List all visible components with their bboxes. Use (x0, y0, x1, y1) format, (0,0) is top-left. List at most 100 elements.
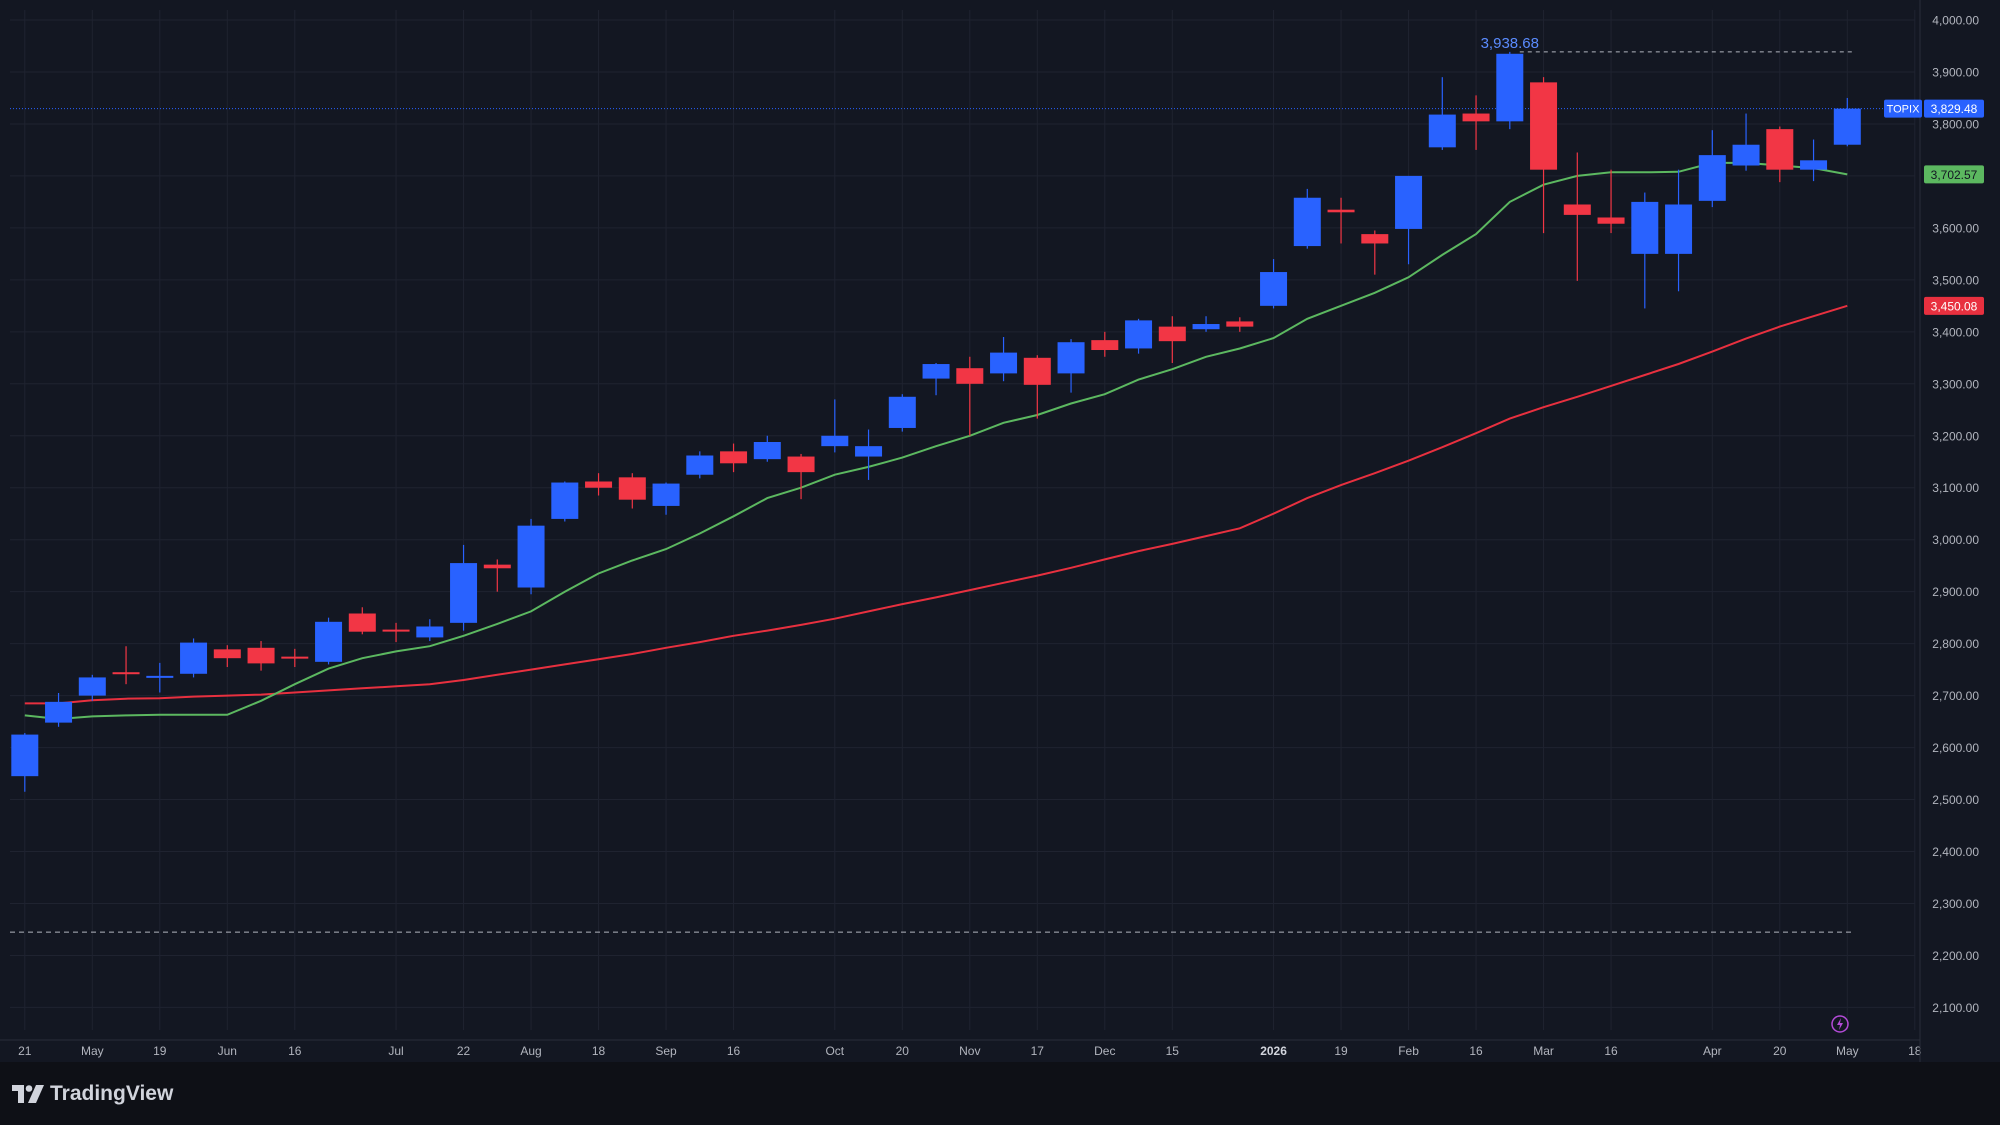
brand[interactable]: TradingView (12, 1080, 173, 1108)
brand-name: TradingView (50, 1082, 174, 1105)
y-tick-label: 3,200.00 (1932, 429, 1979, 443)
candle-body (382, 629, 410, 632)
candle-body (1665, 204, 1693, 254)
footer-bar (0, 1062, 2000, 1125)
candle-body (416, 626, 444, 638)
candle-body (1428, 114, 1456, 148)
candle-body (112, 672, 140, 675)
x-tick-label: Oct (825, 1044, 844, 1058)
x-tick-label: Mar (1533, 1044, 1554, 1058)
x-tick-label: 18 (1908, 1044, 1922, 1058)
ma-fast-badge: 3,702.57 (1931, 168, 1978, 182)
ma-slow-line (24, 304, 1848, 705)
candle-body (821, 435, 849, 447)
candle-body (652, 483, 680, 506)
candle-body (618, 477, 646, 500)
x-tick-label: Apr (1703, 1044, 1722, 1058)
candle-body (213, 649, 241, 659)
candle-body (1158, 326, 1186, 342)
x-tick-label: 15 (1166, 1044, 1180, 1058)
candle-body (247, 647, 275, 664)
x-tick-label: Aug (520, 1044, 541, 1058)
tradingview-logo-icon (12, 1085, 44, 1103)
candle-body (146, 675, 174, 678)
candle-body (1293, 197, 1321, 247)
y-tick-label: 3,500.00 (1932, 273, 1979, 287)
candle-body (1091, 340, 1119, 351)
candle-body (45, 701, 73, 723)
last-price-badge: 3,829.48 (1931, 102, 1978, 116)
candle-body (1057, 342, 1085, 374)
ma-slow-badge: 3,450.08 (1931, 299, 1978, 313)
candle-body (753, 441, 781, 460)
candle-body (1833, 108, 1861, 145)
y-tick-label: 4,000.00 (1932, 14, 1979, 28)
x-tick-label: Feb (1398, 1044, 1419, 1058)
x-tick-label: 20 (1773, 1044, 1787, 1058)
y-tick-label: 3,000.00 (1932, 533, 1979, 547)
candle-body (956, 368, 984, 384)
candle-body (720, 451, 748, 464)
x-tick-label: 20 (896, 1044, 910, 1058)
candle-body (483, 564, 511, 569)
candle-body (1597, 217, 1625, 224)
x-tick-label: 17 (1031, 1044, 1045, 1058)
axes: 2,100.00 2,200.00 2,300.00 2,400.00 2,500.00… (0, 0, 1979, 1062)
y-tick-label: 2,900.00 (1932, 585, 1979, 599)
candle-body (855, 446, 883, 457)
candle-body (315, 621, 343, 662)
reference-lines (10, 51, 1915, 933)
x-tick-label: 22 (457, 1044, 471, 1058)
y-tick-label: 2,600.00 (1932, 741, 1979, 755)
y-tick-label: 3,100.00 (1932, 481, 1979, 495)
candle-body (1395, 175, 1423, 229)
candle-body (1530, 82, 1558, 170)
x-tick-label: 19 (153, 1044, 167, 1058)
event-icon-bolt (1837, 1018, 1843, 1030)
y-tick-label: 3,400.00 (1932, 325, 1979, 339)
candle-body (1327, 209, 1355, 213)
symbol-tag: TOPIX (1887, 104, 1920, 116)
candle-body (1125, 320, 1153, 349)
x-tick-label: May (1836, 1044, 1859, 1058)
x-tick-label: Jul (388, 1044, 403, 1058)
candle-body (686, 455, 714, 475)
x-tick-label: Jun (218, 1044, 237, 1058)
x-tick-label: 16 (1604, 1044, 1618, 1058)
y-tick-label: 3,600.00 (1932, 221, 1979, 235)
y-tick-label: 2,500.00 (1932, 793, 1979, 807)
price-labels: 3,938.68 TOPIX 3,829.48 3,702.57 3,450.08 (1481, 35, 1984, 1033)
candle-body (348, 613, 376, 632)
candle-body (450, 563, 478, 623)
candle-body (78, 677, 106, 696)
candle-body (888, 396, 916, 428)
moving-averages (24, 161, 1848, 721)
x-tick-label: 16 (288, 1044, 302, 1058)
candle-body (1260, 272, 1288, 306)
candle-body (787, 456, 815, 473)
ma-fast-badge-bg (1924, 165, 1984, 184)
x-tick-label: 19 (1334, 1044, 1348, 1058)
candle-body (1023, 357, 1051, 385)
candles (11, 51, 1861, 792)
y-tick-label: 2,800.00 (1932, 637, 1979, 651)
event-lightning-icon (1831, 1015, 1849, 1033)
y-tick-label: 3,900.00 (1932, 65, 1979, 79)
candle-body (1192, 324, 1220, 330)
candle-body (1462, 113, 1490, 122)
candle-body (1226, 321, 1254, 327)
x-tick-label: 16 (727, 1044, 741, 1058)
x-tick-label: 21 (18, 1044, 32, 1058)
grid-lines (10, 10, 1916, 1030)
high-marker-label: 3,938.68 (1481, 35, 1539, 52)
y-tick-label: 2,100.00 (1932, 1001, 1979, 1015)
candle-body (1766, 129, 1794, 170)
candle-body (1361, 234, 1389, 244)
candle-body (281, 656, 309, 659)
price-chart[interactable]: 2,100.00 2,200.00 2,300.00 2,400.00 2,500.00… (0, 0, 2000, 1062)
x-tick-label: Dec (1094, 1044, 1115, 1058)
candle-body (922, 364, 950, 379)
candle-body (551, 482, 579, 519)
candle-body (180, 642, 208, 674)
